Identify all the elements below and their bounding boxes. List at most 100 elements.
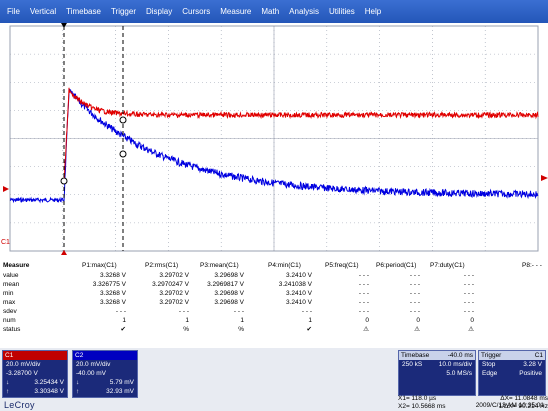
timebase-samples: 250 kS [402,361,423,368]
measure-cell: - - - [409,299,420,306]
menu-item-cursors[interactable]: Cursors [182,7,211,16]
measure-cell: ⚠ [468,326,474,333]
trigger-mode: Stop [482,361,496,368]
measure-row-label: min [3,290,14,297]
menu-item-trigger[interactable]: Trigger [110,7,136,16]
channel-c2-panel[interactable]: C2 20.0 mV/div -40.00 mV ↓ 5.79 mV ↑ 32.93… [72,350,138,398]
measure-cell: - - - [358,299,369,306]
timebase-scale: 10.0 ms/div [438,361,472,368]
cursor-readout: X1= 118.0 µs ΔX= 11.0848 ms X2= 10.5668 … [398,395,548,411]
measure-column-header[interactable]: P3:mean(C1) [200,262,239,269]
measure-cell: 3.326775 V [92,281,126,288]
measure-cell: % [238,326,244,333]
measure-cell: - - - [409,272,420,279]
measure-cell: 3.3268 V [99,299,126,306]
measure-cell: 1 [308,317,312,324]
trigger-channel: C1 [534,352,543,359]
trigger-slope: Positive [519,370,542,377]
menu-item-measure[interactable]: Measure [220,7,252,16]
measure-cell: - - - [301,308,312,315]
measure-cell: - - - [233,308,244,315]
measure-row-label: sdev [3,308,17,315]
channel-c1-min: 3.25434 V [34,379,64,386]
trace-blue [9,89,539,204]
measure-column-header[interactable]: P4:min(C1) [268,262,301,269]
measure-cell: 1 [185,317,189,324]
cursor-dx: ΔX= 11.0848 ms [500,395,548,402]
channel-c1-max: 3.30348 V [34,388,64,395]
channel-c1-name: C1 [5,352,14,359]
measure-column-header[interactable]: P5:freq(C1) [325,262,359,269]
measure-cell: 3.2969817 V [207,281,244,288]
brand-logo: LeCroy [4,400,35,410]
measure-cell: 3.3268 V [99,290,126,297]
measure-cell: - - - [409,308,420,315]
measure-cell: - - - [463,290,474,297]
menu-bar: File Vertical Timebase Trigger Display Cursor… [0,0,548,23]
measure-title: Measure [3,262,30,269]
measure-cell: - - - [409,290,420,297]
waveform-display[interactable]: C1 [0,23,548,255]
measure-cell: ⚠ [363,326,369,333]
channel-c2-min: 5.79 mV [109,379,134,386]
timebase-panel[interactable]: Timebase -40.0 ms 250 kS 10.0 ms/div 5.0 M… [398,350,476,396]
measure-cell: 3.2970247 V [152,281,189,288]
cursor-marker [119,116,127,124]
trace-red [63,87,539,182]
measure-cell: 3.29698 V [214,290,244,297]
measure-cell: 1 [122,317,126,324]
status-panel: C1 20.0 mV/div -3.28700 V ↓ 3.25434 V ↑ 3.… [0,348,548,411]
measure-cell: 0 [470,317,474,324]
measure-cell: - - - [358,281,369,288]
measure-row-label: value [3,272,19,279]
menu-item-math[interactable]: Math [261,7,280,16]
up-arrow-icon: ↑ [76,388,80,395]
measure-cell: - - - [409,281,420,288]
menu-item-utilities[interactable]: Utilities [328,7,355,16]
menu-item-vertical[interactable]: Vertical [29,7,57,16]
measure-cell: - - - [115,308,126,315]
measure-cell: ✔ [306,326,312,333]
down-arrow-icon: ↓ [76,379,80,386]
measure-cell: 3.241038 V [278,281,312,288]
trigger-label: Trigger [481,352,502,359]
measure-cell: 0 [416,317,420,324]
trigger-level: 3.28 V [523,361,542,368]
menu-item-timebase[interactable]: Timebase [66,7,101,16]
channel-c2-offset: -40.00 mV [76,370,106,377]
trigger-panel[interactable]: Trigger C1 Stop 3.28 V Edge Positive [478,350,546,396]
measure-cell: % [183,326,189,333]
measure-row-label: max [3,299,16,306]
measure-column-header[interactable]: P2:rms(C1) [145,262,179,269]
menu-item-analysis[interactable]: Analysis [289,7,319,16]
measure-cell: - - - [178,308,189,315]
measure-cell: - - - [463,299,474,306]
channel-c2-scale: 20.0 mV/div [76,361,111,368]
channel-c1-header: C1 [3,351,67,360]
menu-item-display[interactable]: Display [146,7,173,16]
measure-cell: 3.29698 V [214,299,244,306]
measure-cell: - - - [463,272,474,279]
trigger-level-icon [541,175,548,181]
measure-column-header[interactable]: P6:period(C1) [376,262,417,269]
measure-cell: 3.29702 V [159,299,189,306]
measure-column-header[interactable]: P1:max(C1) [82,262,117,269]
waveform-canvas[interactable]: C1 [0,23,548,255]
measure-row-label: num [3,317,16,324]
channel-offset-icon [3,186,9,192]
channel-c1-panel[interactable]: C1 20.0 mV/div -3.28700 V ↓ 3.25434 V ↑ 3.… [2,350,68,398]
measure-column-header[interactable]: P8:- - - [522,262,542,269]
cursor-marker [60,177,68,185]
menu-item-help[interactable]: Help [364,7,382,16]
measure-cell: 3.3268 V [99,272,126,279]
measure-cell: ⚠ [414,326,420,333]
cursor-x1: X1= 118.0 µs [398,395,437,402]
measure-cell: 3.29702 V [159,290,189,297]
measure-cell: 1 [240,317,244,324]
trigger-type: Edge [482,370,498,377]
timebase-rate: 5.0 MS/s [446,370,472,377]
channel-c1-scale: 20.0 mV/div [6,361,41,368]
measure-column-header[interactable]: P7:duty(C1) [430,262,465,269]
menu-item-file[interactable]: File [7,7,20,16]
trigger-delay-icon [61,250,67,255]
